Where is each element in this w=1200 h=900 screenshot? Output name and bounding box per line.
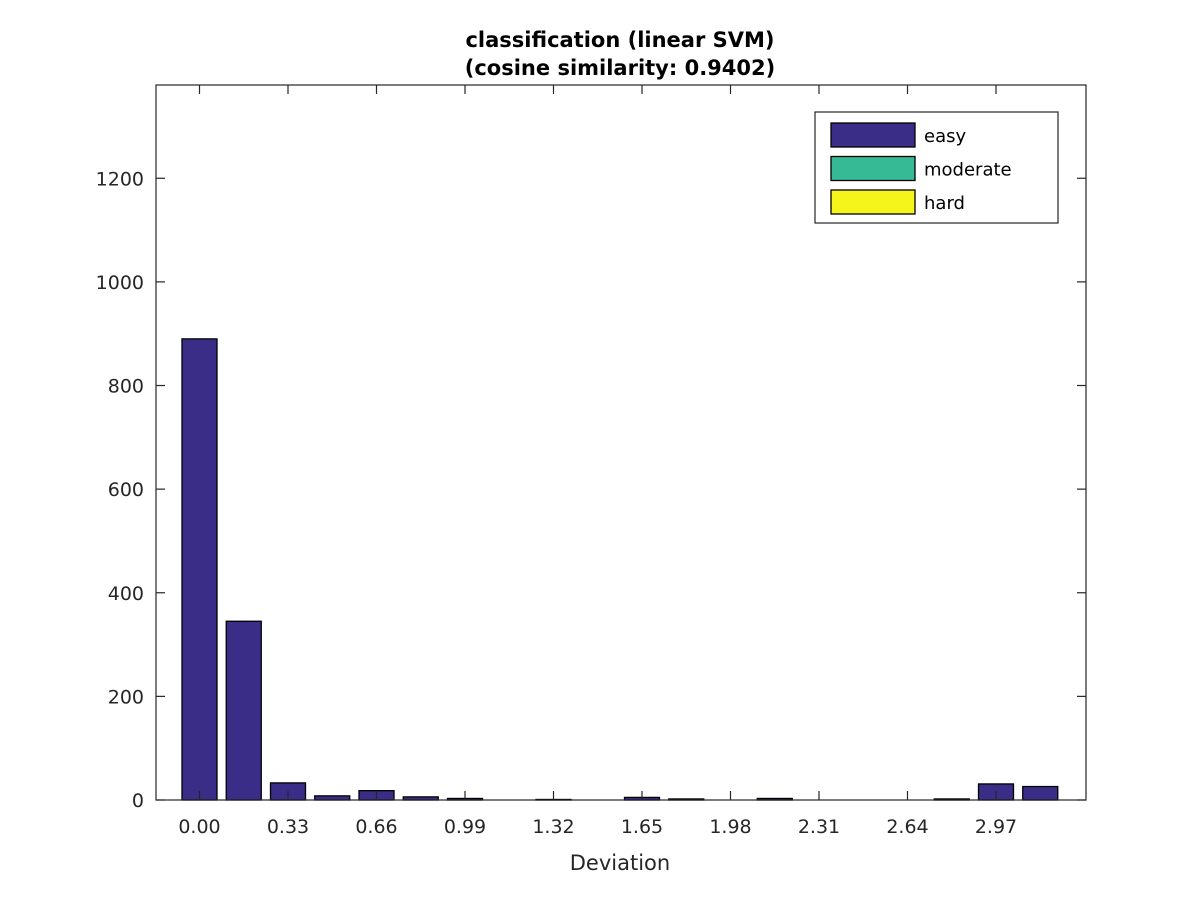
x-tick-label-7: 2.31: [798, 816, 840, 838]
y-tick-label-6: 1200: [96, 168, 144, 190]
x-tick-label-0: 0.00: [178, 816, 220, 838]
x-axis-label: Deviation: [570, 851, 670, 875]
bar-easy-3: [314, 795, 351, 801]
bar-easy-0: [181, 338, 218, 801]
legend: easy moderate hard: [814, 111, 1059, 224]
x-tick-label-5: 1.65: [621, 816, 663, 838]
chart-subtitle: (cosine similarity: 0.9402): [465, 56, 775, 80]
y-tick-label-1: 200: [108, 686, 144, 708]
x-tick-label-4: 1.32: [532, 816, 574, 838]
x-tick-label-8: 2.64: [886, 816, 928, 838]
x-tick-label-9: 2.97: [975, 816, 1017, 838]
chart-title: classification (linear SVM): [465, 28, 774, 52]
legend-swatch-easy: [830, 122, 916, 148]
y-tick-label-0: 0: [132, 790, 144, 812]
x-tick-label-2: 0.66: [355, 816, 397, 838]
legend-label-moderate: moderate: [924, 160, 1012, 181]
plot-frame: [155, 84, 1087, 801]
x-tick-label-1: 0.33: [267, 816, 309, 838]
y-tick-label-3: 600: [108, 479, 144, 501]
bar-easy-1: [225, 620, 262, 801]
ticks-group: 0 200 400 600 800 1000 1200 0.00 0.33 0.66 0.99 1.3…: [96, 85, 1086, 838]
legend-label-easy: easy: [924, 126, 966, 147]
bar-easy-19: [1022, 785, 1059, 801]
y-tick-label-5: 1000: [96, 272, 144, 294]
x-tick-label-6: 1.98: [709, 816, 751, 838]
legend-label-hard: hard: [924, 193, 965, 214]
y-tick-label-4: 800: [108, 376, 144, 398]
x-tick-label-3: 0.99: [444, 816, 486, 838]
legend-swatch-hard: [830, 189, 916, 215]
y-tick-label-2: 400: [108, 583, 144, 605]
legend-swatch-moderate: [830, 155, 916, 182]
